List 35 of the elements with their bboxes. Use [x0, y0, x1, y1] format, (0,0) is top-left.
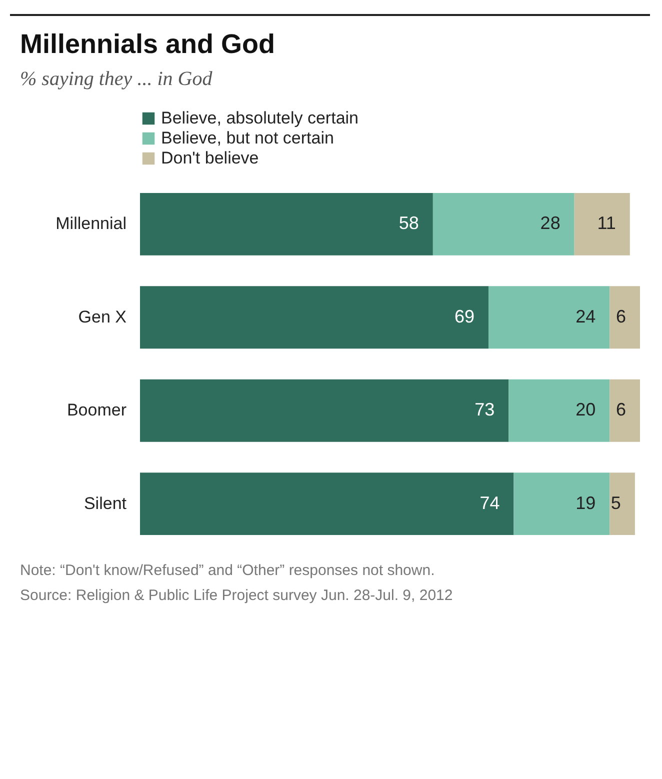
bar [514, 472, 610, 536]
bar [610, 379, 640, 442]
bar [140, 192, 433, 256]
data-label: 58 [398, 213, 419, 234]
chart-subtitle: % saying they ... in God [20, 68, 214, 90]
data-label: 28 [540, 213, 560, 234]
bar [488, 286, 610, 349]
legend-label: Don't believe [161, 148, 259, 168]
y-tick-label: Boomer [66, 400, 127, 420]
data-label: 24 [576, 306, 596, 326]
text: Note: “Don't know/Refused” and “Other” responses not shown. [20, 562, 436, 579]
data-label: 6 [616, 400, 626, 420]
legend-label: Believe, absolutely certain [161, 108, 359, 128]
bar [574, 192, 630, 256]
bar [140, 472, 514, 536]
bar [140, 286, 488, 349]
data-label: 74 [480, 492, 500, 513]
bar [140, 379, 509, 442]
bar [432, 192, 574, 256]
y-tick-label: Silent [84, 494, 127, 513]
data-label: 73 [474, 400, 495, 420]
y-tick-label: Millennial [56, 214, 126, 234]
data-label: 20 [576, 400, 596, 420]
source-note: Source: Religion & Public Life Project survey Jun. 28-Jul. 9, 2012 [20, 587, 454, 604]
legend-label: Believe, but not certain [161, 128, 334, 148]
bar [610, 286, 640, 349]
data-label: 5 [610, 492, 621, 513]
bar [508, 379, 610, 442]
data-label: 6 [616, 306, 626, 326]
data-label: 69 [454, 306, 474, 326]
data-label: 11 [597, 213, 616, 234]
chart-title: Millennials and God [20, 29, 276, 59]
bar [610, 472, 635, 536]
data-label: 19 [576, 492, 596, 513]
y-tick-label: Gen X [78, 307, 126, 326]
